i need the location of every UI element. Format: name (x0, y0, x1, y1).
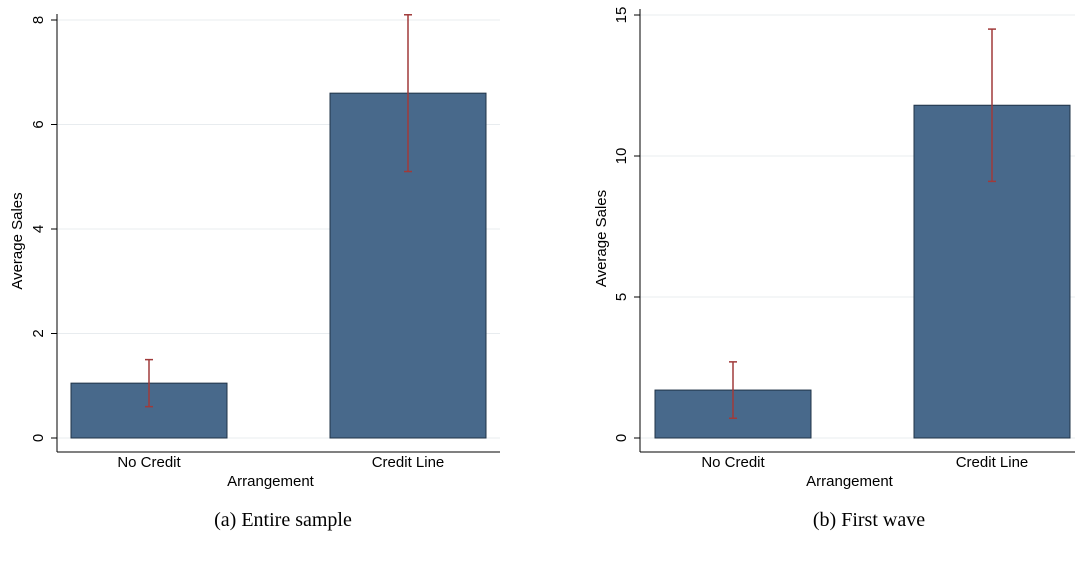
error-bar (145, 358, 153, 408)
y-tick-label: 10 (613, 148, 630, 165)
x-tick-label: No Credit (701, 454, 765, 471)
y-axis-label: Average Sales (9, 192, 26, 289)
caption: (a) Entire sample (214, 509, 352, 531)
error-bar (404, 14, 412, 173)
caption: (b) First wave (813, 509, 925, 531)
y-tick-label: 6 (30, 120, 47, 128)
y-axis-label: Average Sales (593, 190, 610, 287)
x-axis-label: Arrangement (806, 473, 894, 490)
x-tick-label: Credit Line (956, 454, 1029, 471)
y-tick-label: 8 (30, 16, 47, 24)
x-tick-label: No Credit (117, 454, 181, 471)
y-tick-label: 0 (30, 434, 47, 442)
panel-first-wave: Average Sales Arrangement (b) First wave… (593, 7, 1075, 531)
x-tick-label: Credit Line (372, 454, 445, 471)
y-tick-label: 5 (613, 293, 630, 301)
panel-entire-sample: Average Sales Arrangement (a) Entire sam… (9, 14, 500, 531)
error-bar (729, 361, 737, 420)
error-bar (988, 28, 996, 183)
y-tick-label: 15 (613, 7, 630, 24)
y-tick-label: 0 (613, 434, 630, 442)
x-axis-label: Arrangement (227, 473, 315, 490)
y-tick-label: 2 (30, 329, 47, 337)
y-tick-label: 4 (30, 225, 47, 233)
